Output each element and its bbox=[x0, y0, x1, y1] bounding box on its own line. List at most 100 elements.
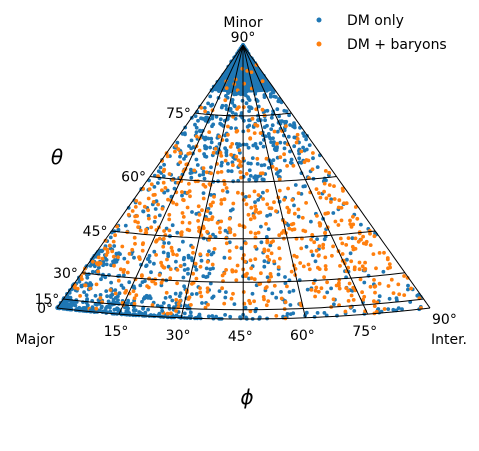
point-dm-only bbox=[162, 241, 167, 245]
point-dm-only bbox=[282, 108, 287, 113]
point-dm-only bbox=[209, 140, 214, 145]
point-dm-only bbox=[209, 252, 214, 257]
point-dm-baryons bbox=[304, 201, 308, 205]
point-dm-baryons bbox=[187, 189, 192, 194]
point-dm-only bbox=[288, 123, 292, 127]
point-dm-only bbox=[203, 144, 207, 148]
point-dm-only bbox=[242, 118, 246, 123]
phi-tick-label: 60° bbox=[290, 328, 315, 344]
point-dm-only bbox=[386, 307, 391, 311]
point-dm-only bbox=[226, 89, 230, 94]
point-dm-baryons bbox=[247, 298, 252, 303]
point-dm-baryons bbox=[350, 244, 355, 249]
point-dm-baryons bbox=[224, 241, 229, 246]
point-dm-only bbox=[147, 259, 152, 264]
point-dm-only bbox=[243, 93, 248, 98]
point-dm-baryons bbox=[307, 267, 312, 272]
point-dm-baryons bbox=[344, 243, 349, 247]
point-dm-baryons bbox=[261, 197, 265, 201]
point-dm-baryons bbox=[277, 246, 282, 251]
point-dm-baryons bbox=[168, 267, 173, 272]
point-dm-baryons bbox=[205, 229, 210, 234]
point-dm-only bbox=[206, 101, 211, 106]
point-dm-only bbox=[172, 186, 177, 191]
point-dm-baryons bbox=[230, 269, 235, 274]
point-dm-only bbox=[214, 314, 219, 319]
point-dm-only bbox=[291, 311, 296, 316]
point-dm-only bbox=[162, 162, 167, 167]
point-dm-baryons bbox=[162, 229, 167, 233]
point-dm-baryons bbox=[136, 225, 141, 230]
point-dm-only bbox=[219, 163, 224, 168]
point-dm-only bbox=[201, 274, 206, 279]
point-dm-only bbox=[111, 259, 115, 264]
point-dm-only bbox=[400, 307, 404, 311]
point-dm-baryons bbox=[219, 219, 224, 224]
point-dm-baryons bbox=[178, 160, 183, 165]
point-dm-baryons bbox=[229, 296, 234, 301]
point-dm-baryons bbox=[262, 247, 267, 252]
point-dm-baryons bbox=[165, 257, 169, 262]
point-dm-baryons bbox=[219, 154, 224, 158]
point-dm-baryons bbox=[78, 294, 82, 298]
point-dm-only bbox=[329, 286, 333, 291]
grid-parallel bbox=[63, 298, 424, 311]
point-dm-baryons bbox=[318, 195, 323, 200]
point-dm-baryons bbox=[306, 262, 311, 267]
point-dm-baryons bbox=[343, 309, 348, 314]
point-dm-baryons bbox=[339, 205, 344, 210]
point-dm-baryons bbox=[113, 291, 118, 296]
point-dm-baryons bbox=[153, 215, 158, 220]
point-dm-baryons bbox=[336, 223, 341, 227]
point-dm-baryons bbox=[256, 193, 261, 197]
point-dm-baryons bbox=[240, 191, 245, 196]
point-dm-baryons bbox=[316, 253, 321, 258]
point-dm-baryons bbox=[285, 164, 289, 168]
point-dm-only bbox=[224, 153, 229, 158]
point-dm-only bbox=[228, 314, 233, 319]
point-dm-baryons bbox=[309, 249, 314, 254]
point-dm-only bbox=[126, 206, 131, 210]
point-dm-baryons bbox=[208, 234, 213, 239]
point-dm-only bbox=[234, 112, 238, 117]
point-dm-only bbox=[248, 174, 253, 178]
point-dm-only bbox=[118, 252, 122, 256]
point-dm-only bbox=[279, 100, 284, 105]
point-dm-baryons bbox=[309, 288, 314, 292]
point-dm-baryons bbox=[260, 107, 265, 112]
point-dm-baryons bbox=[199, 105, 204, 110]
point-dm-only bbox=[157, 312, 161, 317]
point-dm-baryons bbox=[210, 215, 215, 220]
point-dm-only bbox=[165, 188, 170, 193]
point-dm-only bbox=[315, 311, 320, 315]
point-dm-baryons bbox=[208, 202, 213, 207]
point-dm-baryons bbox=[289, 222, 294, 227]
point-dm-baryons bbox=[243, 241, 248, 246]
point-dm-baryons bbox=[252, 277, 257, 282]
point-dm-baryons bbox=[185, 205, 190, 210]
point-dm-baryons bbox=[219, 201, 224, 206]
point-dm-baryons bbox=[185, 227, 190, 232]
point-dm-baryons bbox=[175, 268, 180, 272]
point-dm-baryons bbox=[132, 235, 137, 240]
point-dm-baryons bbox=[363, 267, 368, 271]
point-dm-baryons bbox=[210, 262, 215, 267]
point-dm-baryons bbox=[146, 196, 151, 201]
point-dm-baryons bbox=[147, 216, 151, 221]
point-dm-only bbox=[186, 253, 191, 258]
point-dm-baryons bbox=[130, 209, 135, 213]
point-dm-only bbox=[359, 222, 363, 227]
point-dm-baryons bbox=[224, 86, 229, 90]
point-dm-baryons bbox=[267, 258, 272, 262]
point-dm-only bbox=[276, 272, 281, 277]
grid-parallel bbox=[111, 230, 376, 240]
point-dm-only bbox=[208, 94, 213, 99]
point-dm-baryons bbox=[96, 269, 100, 274]
point-dm-only bbox=[352, 309, 357, 313]
point-dm-baryons bbox=[323, 169, 328, 173]
point-dm-baryons bbox=[167, 172, 172, 176]
point-dm-only bbox=[258, 141, 263, 146]
point-dm-baryons bbox=[224, 186, 229, 190]
point-dm-only bbox=[161, 301, 166, 305]
point-dm-only bbox=[250, 156, 255, 161]
